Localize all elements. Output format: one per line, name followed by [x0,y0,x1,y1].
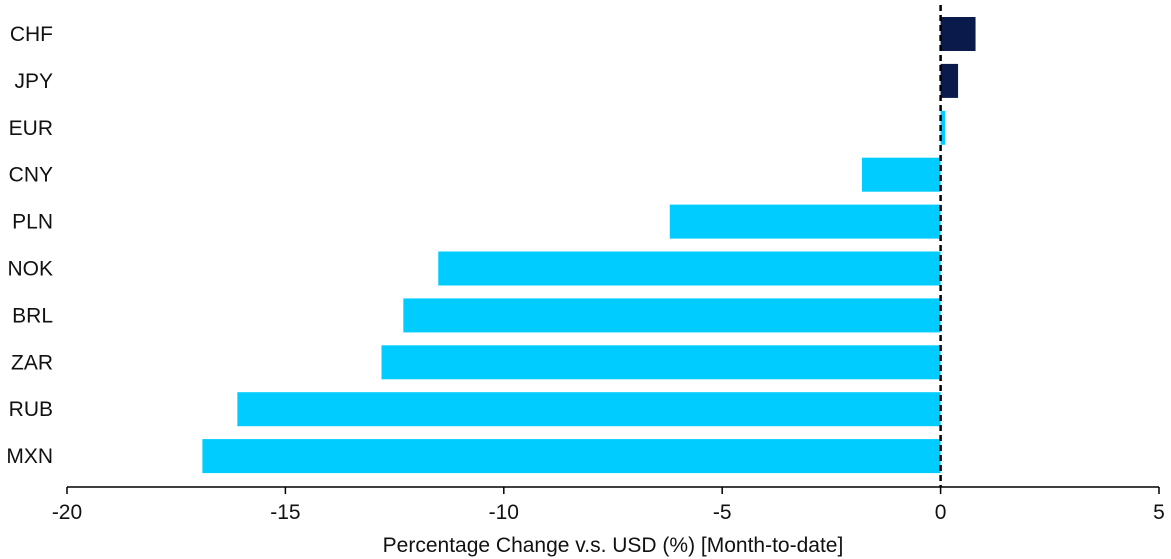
category-label-brl: BRL [12,304,53,327]
bar-brl [403,298,941,333]
x-tick-label: -10 [489,501,519,524]
bar-rub [237,392,941,427]
x-axis-ticks: -20 -15 -10 -5 0 5 [52,487,1165,524]
x-tick-label: -5 [713,501,732,524]
bar-cny [861,157,941,192]
category-label-zar: ZAR [11,351,53,374]
category-label-cny: CNY [9,164,53,187]
bar-chf [940,17,976,51]
x-axis-title: Percentage Change v.s. USD (%) [Month-to… [383,534,844,557]
bar-mxn [202,439,941,474]
category-label-nok: NOK [7,258,53,281]
x-tick-label: -15 [270,501,300,524]
bar-jpy [940,63,959,98]
x-tick-label: 5 [1153,501,1165,524]
category-label-chf: CHF [10,23,53,46]
category-label-jpy: JPY [14,70,53,93]
category-label-rub: RUB [9,398,53,421]
category-label-mxn: MXN [6,445,53,468]
x-tick-label: 0 [935,501,947,524]
bars-layer [202,17,976,474]
x-tick-label: -20 [52,501,82,524]
bar-eur [940,110,945,145]
category-label-pln: PLN [12,211,53,234]
bar-zar [381,345,941,380]
category-label-eur: EUR [9,117,53,140]
bar-pln [669,204,941,239]
category-labels: CHF JPY EUR CNY PLN NOK BRL ZAR RUB MXN [6,23,53,468]
bar-nok [438,251,941,286]
